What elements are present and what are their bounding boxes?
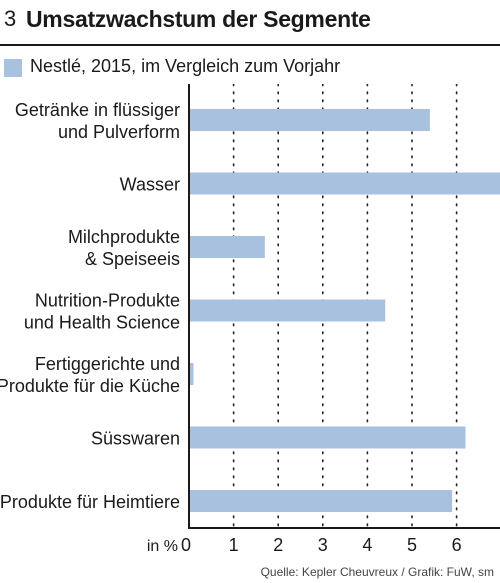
x-tick-label: 3 [318, 535, 328, 554]
category-label: und Health Science [24, 313, 180, 333]
bar-4 [189, 299, 386, 322]
x-tick-label: 6 [452, 535, 462, 554]
chart-header: 3 Umsatzwachstum der Segmente [0, 0, 500, 44]
x-tick-label: 2 [273, 535, 283, 554]
category-label: Fertiggerichte und [35, 354, 180, 374]
category-label: & Speiseeis [85, 249, 180, 269]
bar-1 [189, 109, 430, 131]
source-note: Quelle: Kepler Cheuvreux / Grafik: FuW, … [260, 565, 494, 579]
legend-swatch [4, 59, 22, 77]
legend-label: Nestlé, 2015, im Vergleich zum Vorjahr [30, 56, 341, 76]
category-label: Wasser [120, 175, 180, 195]
category-label: Nutrition-Produkte [35, 291, 180, 311]
bar-7 [189, 490, 453, 512]
chart-title: Umsatzwachstum der Segmente [26, 6, 371, 32]
category-label: Milchprodukte [68, 227, 180, 247]
category-label: Süsswaren [91, 429, 180, 449]
category-label: Produkte für die Küche [0, 376, 180, 396]
x-tick-label: 5 [407, 535, 417, 554]
category-label: Produkte für Heimtiere [0, 492, 180, 512]
bar-5 [189, 363, 194, 385]
category-label: und Pulverform [58, 122, 180, 142]
category-label: Getränke in flüssiger [15, 100, 180, 120]
bar-3 [189, 236, 265, 258]
bar-2 [189, 172, 500, 195]
x-tick-label: 0 [181, 535, 191, 554]
title-rule [0, 44, 500, 46]
x-axis-label: in % [147, 538, 178, 554]
x-tick-label: 1 [229, 535, 239, 554]
bar-6 [189, 426, 466, 449]
chart-number: 3 [4, 6, 17, 31]
x-tick-label: 4 [362, 535, 372, 554]
